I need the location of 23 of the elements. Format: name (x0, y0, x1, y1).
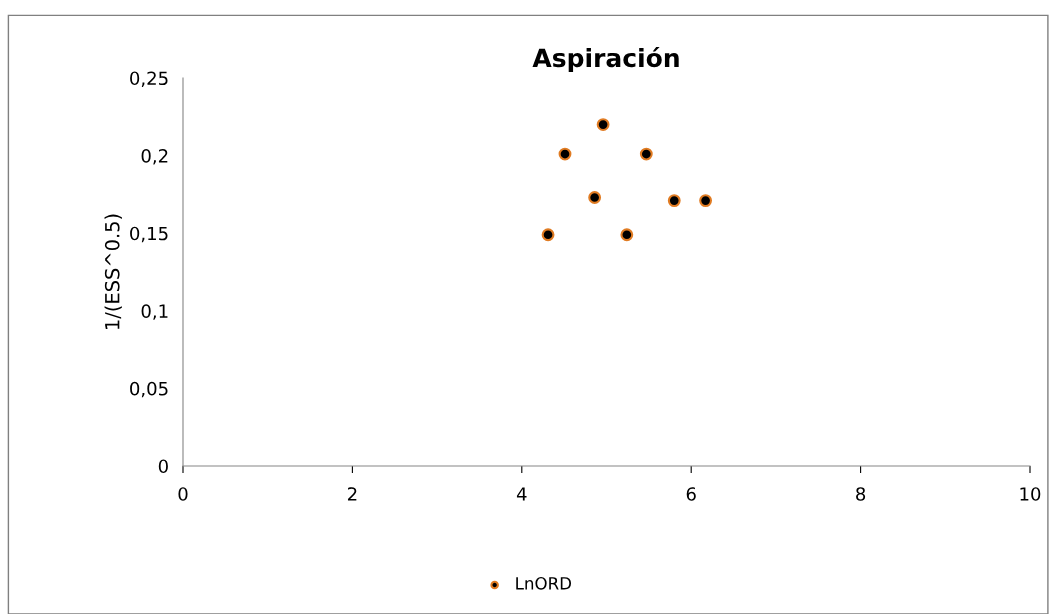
chart-title: Aspiración (532, 46, 679, 73)
y-tick-label: 0,1 (141, 304, 168, 320)
point (596, 118, 610, 131)
x-tick-label: 2 (347, 487, 357, 501)
point (541, 228, 555, 242)
y-axis-title: 1/(ESS^0.5) (104, 214, 122, 330)
x-tick-label: 0 (178, 487, 188, 501)
legend-label: LnORD (516, 577, 572, 590)
point (588, 191, 602, 204)
x-tick-label: 10 (1020, 487, 1041, 501)
point (639, 147, 653, 161)
x-tick-label: 6 (686, 487, 696, 501)
y-tick-label: 0,15 (130, 226, 168, 243)
point (558, 147, 572, 161)
x-tick-label: 4 (516, 487, 527, 501)
point (667, 194, 681, 208)
y-tick-label: 0 (158, 459, 168, 474)
y-tick-label: 0,05 (130, 381, 168, 398)
x-tick-label: 8 (856, 487, 866, 501)
point (699, 194, 713, 208)
point (620, 228, 634, 242)
y-tick-label: 0,2 (141, 149, 168, 165)
y-tick-label: 0,25 (130, 71, 168, 87)
